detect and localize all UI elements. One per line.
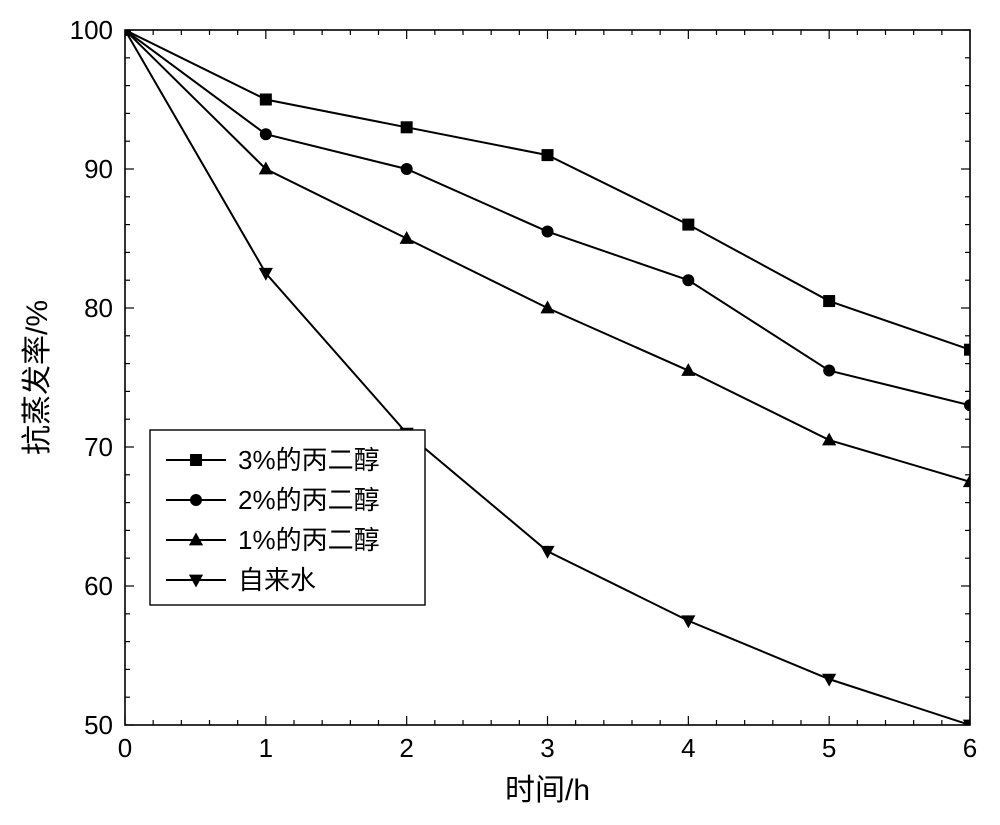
svg-text:70: 70 bbox=[84, 432, 113, 462]
svg-text:3%的丙二醇: 3%的丙二醇 bbox=[238, 445, 380, 475]
svg-text:50: 50 bbox=[84, 710, 113, 740]
svg-text:1%的丙二醇: 1%的丙二醇 bbox=[238, 525, 380, 555]
svg-text:2: 2 bbox=[399, 733, 413, 763]
svg-text:抗蒸发率/%: 抗蒸发率/% bbox=[21, 300, 54, 455]
svg-text:时间/h: 时间/h bbox=[505, 774, 590, 807]
svg-text:4: 4 bbox=[681, 733, 695, 763]
svg-text:0: 0 bbox=[118, 733, 132, 763]
svg-text:80: 80 bbox=[84, 293, 113, 323]
svg-text:6: 6 bbox=[963, 733, 977, 763]
chart-svg: 0 1 2 3 4 5 6 50 60 70 80 90 100 时间/h 抗蒸发率/% 3%的丙二醇 2%的丙… bbox=[0, 0, 1000, 825]
chart-root: 0 1 2 3 4 5 6 50 60 70 80 90 100 时间/h 抗蒸发率/% 3%的丙二醇 2%的丙… bbox=[0, 0, 1000, 825]
svg-text:5: 5 bbox=[822, 733, 836, 763]
svg-text:90: 90 bbox=[84, 154, 113, 184]
svg-text:2%的丙二醇: 2%的丙二醇 bbox=[238, 485, 380, 515]
svg-text:3: 3 bbox=[540, 733, 554, 763]
svg-text:自来水: 自来水 bbox=[238, 565, 316, 595]
svg-text:1: 1 bbox=[259, 733, 273, 763]
svg-text:100: 100 bbox=[70, 15, 113, 45]
svg-text:60: 60 bbox=[84, 571, 113, 601]
